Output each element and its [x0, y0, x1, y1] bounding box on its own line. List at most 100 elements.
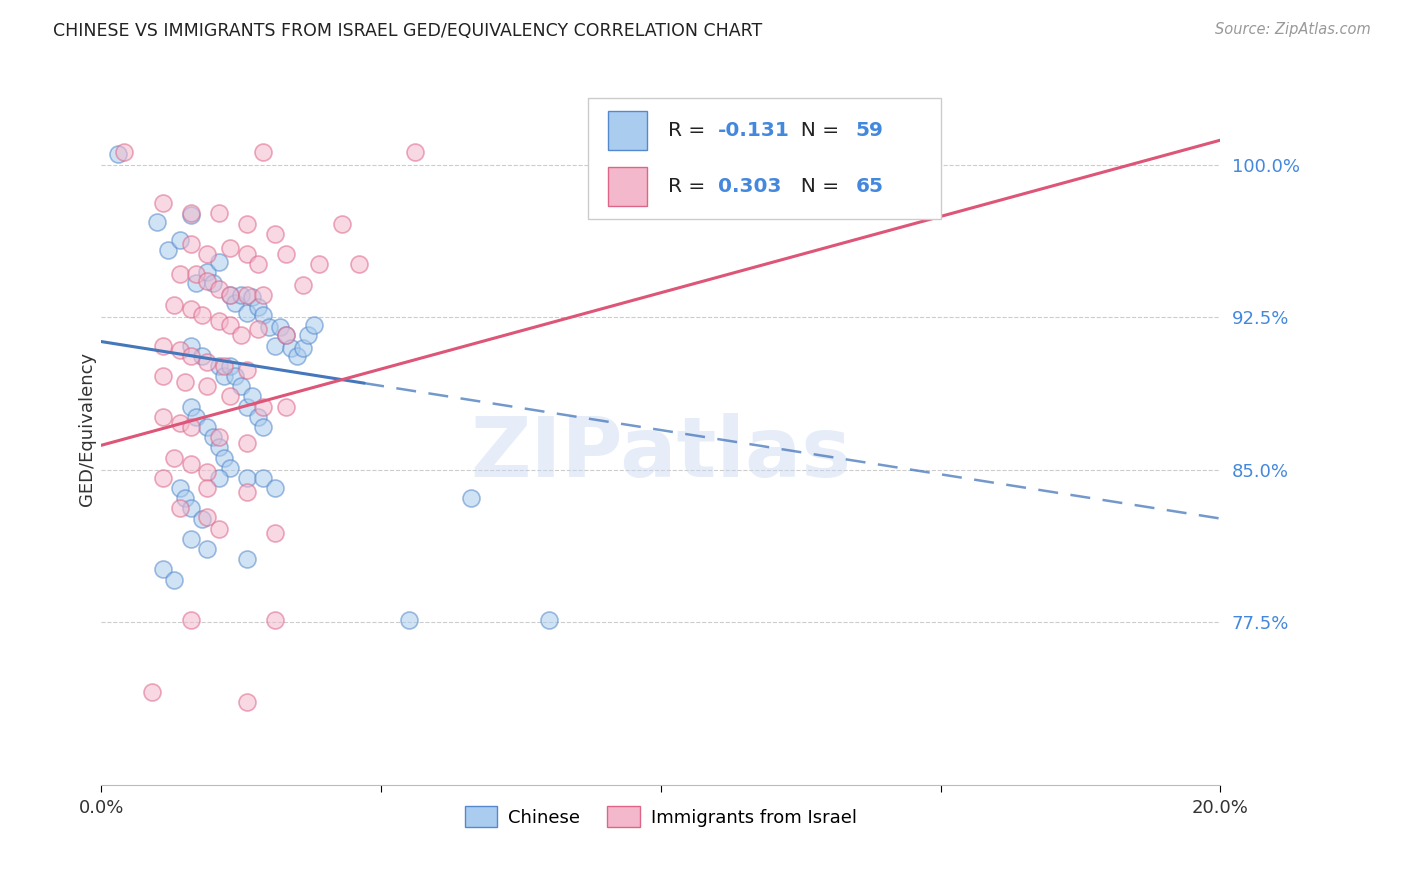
Legend: Chinese, Immigrants from Israel: Chinese, Immigrants from Israel — [458, 799, 863, 835]
Text: 65: 65 — [856, 177, 883, 195]
Point — [297, 328, 319, 343]
Point — [252, 145, 274, 160]
Point — [169, 233, 191, 247]
Point — [219, 241, 242, 255]
Point — [537, 613, 560, 627]
Point — [347, 257, 370, 271]
Point — [235, 217, 257, 231]
Point — [169, 268, 191, 282]
Point — [214, 450, 236, 465]
Point — [252, 420, 274, 434]
Point — [208, 255, 231, 269]
Point — [152, 196, 174, 211]
Point — [235, 306, 257, 320]
Point — [180, 532, 202, 546]
Point — [152, 409, 174, 424]
Point — [157, 243, 180, 257]
Point — [235, 471, 257, 485]
Point — [208, 471, 231, 485]
Point — [208, 206, 231, 220]
Point — [197, 265, 219, 279]
Point — [180, 420, 202, 434]
Text: R =: R = — [668, 121, 711, 140]
Point — [197, 379, 219, 393]
Point — [263, 525, 285, 540]
Point — [235, 287, 257, 301]
Point — [263, 227, 285, 241]
Point — [208, 359, 231, 373]
Point — [219, 318, 242, 333]
Point — [308, 257, 330, 271]
Point — [169, 501, 191, 516]
Point — [169, 343, 191, 357]
Point — [146, 214, 169, 228]
Point — [252, 471, 274, 485]
Point — [197, 247, 219, 261]
Point — [197, 273, 219, 287]
Point — [180, 206, 202, 220]
Point — [291, 341, 314, 355]
Point — [208, 430, 231, 444]
Text: 59: 59 — [856, 121, 883, 140]
Point — [269, 320, 291, 334]
Point — [186, 268, 208, 282]
Point — [274, 247, 297, 261]
Point — [197, 481, 219, 495]
Point — [274, 328, 297, 343]
Point — [235, 695, 257, 709]
Point — [219, 359, 242, 373]
Point — [152, 369, 174, 384]
Point — [191, 511, 214, 525]
Point — [246, 409, 269, 424]
Point — [224, 369, 246, 384]
Y-axis label: GED/Equivalency: GED/Equivalency — [79, 352, 96, 506]
Point — [235, 363, 257, 377]
Point — [152, 338, 174, 352]
Point — [191, 349, 214, 363]
Point — [257, 320, 280, 334]
FancyBboxPatch shape — [588, 98, 941, 219]
Point — [197, 465, 219, 479]
Point — [180, 400, 202, 414]
Point — [180, 349, 202, 363]
FancyBboxPatch shape — [609, 167, 647, 206]
Point — [152, 471, 174, 485]
Point — [169, 416, 191, 430]
Point — [214, 369, 236, 384]
Point — [180, 208, 202, 222]
Point — [197, 420, 219, 434]
Point — [163, 450, 186, 465]
Point — [219, 460, 242, 475]
Point — [197, 509, 219, 524]
Point — [252, 308, 274, 322]
Point — [219, 287, 242, 301]
Text: -0.131: -0.131 — [718, 121, 790, 140]
Point — [240, 389, 263, 403]
Text: 0.303: 0.303 — [718, 177, 782, 195]
Point — [263, 613, 285, 627]
Point — [208, 441, 231, 455]
Text: CHINESE VS IMMIGRANTS FROM ISRAEL GED/EQUIVALENCY CORRELATION CHART: CHINESE VS IMMIGRANTS FROM ISRAEL GED/EQ… — [53, 22, 762, 40]
Point — [285, 349, 308, 363]
Point — [274, 328, 297, 343]
Point — [246, 322, 269, 336]
Point — [851, 145, 873, 160]
Point — [112, 145, 135, 160]
Point — [291, 277, 314, 292]
Point — [460, 491, 482, 506]
Point — [235, 552, 257, 566]
Point — [208, 522, 231, 536]
Point — [191, 308, 214, 322]
Point — [180, 613, 202, 627]
Point — [202, 276, 225, 290]
FancyBboxPatch shape — [609, 111, 647, 150]
Text: R =: R = — [668, 177, 711, 195]
Text: N =: N = — [789, 121, 846, 140]
Point — [252, 287, 274, 301]
Point — [280, 341, 302, 355]
Point — [186, 409, 208, 424]
Point — [180, 301, 202, 316]
Point — [224, 296, 246, 310]
Point — [246, 300, 269, 314]
Point — [219, 389, 242, 403]
